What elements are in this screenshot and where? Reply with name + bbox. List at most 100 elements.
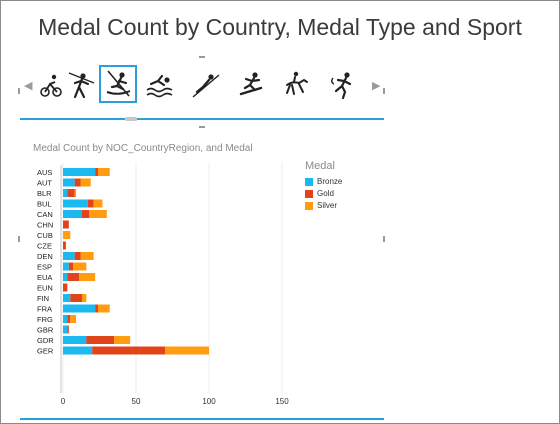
bar-silver-fra[interactable] (98, 304, 110, 313)
bar-gold-cze[interactable] (63, 241, 66, 250)
bar-silver-cub[interactable] (63, 231, 71, 239)
y-tick-label: AUS (37, 168, 52, 177)
sport-tile-running[interactable] (323, 66, 361, 104)
bar-gold-gdr[interactable] (86, 336, 115, 344)
bar-bronze-fra[interactable] (63, 304, 96, 313)
chart-bottom-divider (20, 418, 384, 420)
legend-item-gold[interactable]: Gold (305, 189, 334, 198)
equestrian-icon (286, 71, 308, 95)
bar-bronze-blr[interactable] (63, 189, 68, 197)
sport-tile-javelin[interactable] (62, 66, 100, 104)
sport-tile-canoeing[interactable] (99, 65, 137, 103)
bar-bronze-frg[interactable] (63, 315, 68, 323)
bar-gold-fin[interactable] (70, 294, 82, 302)
y-tick-label: CUB (37, 231, 53, 240)
legend-swatch-bronze (305, 177, 313, 186)
y-tick-label: FIN (37, 294, 49, 303)
bar-bronze-den[interactable] (63, 252, 75, 260)
bar-silver-aut[interactable] (80, 178, 91, 187)
bar-gold-fra[interactable] (95, 304, 99, 313)
sport-tile-swimming[interactable] (141, 66, 179, 104)
y-tick-label: GER (37, 347, 54, 356)
bar-gold-ger[interactable] (92, 346, 166, 355)
bar-silver-can[interactable] (89, 210, 107, 218)
bar-gold-aus[interactable] (95, 168, 99, 176)
bar-silver-blr[interactable] (74, 189, 77, 197)
chart-resize-handle-top[interactable] (199, 126, 205, 128)
sport-tile-snowboarding[interactable] (232, 66, 270, 104)
sport-tile-ski-jumping[interactable] (187, 66, 225, 104)
bar-bronze-aut[interactable] (63, 178, 75, 187)
bar-gold-bul[interactable] (87, 199, 94, 208)
y-tick-label: CHN (37, 221, 53, 230)
bar-bronze-gbr[interactable] (63, 325, 68, 334)
bar-bronze-aus[interactable] (63, 168, 96, 176)
y-tick-label: EUA (37, 273, 52, 282)
bar-silver-bul[interactable] (93, 199, 103, 208)
chart-resize-handle-right[interactable] (383, 236, 385, 242)
bar-gold-eua[interactable] (67, 273, 80, 281)
bar-gold-chn[interactable] (63, 220, 69, 229)
sport-tile-cycling[interactable] (32, 66, 70, 104)
y-tick-label: GDR (37, 336, 54, 345)
legend-swatch-gold (305, 189, 313, 198)
bar-gold-frg[interactable] (67, 315, 71, 323)
category-scrollbar[interactable] (60, 165, 62, 393)
bar-silver-fin[interactable] (81, 294, 87, 302)
legend-item-bronze[interactable]: Bronze (305, 177, 342, 186)
bar-bronze-can[interactable] (63, 210, 82, 218)
resize-handle-top[interactable] (199, 56, 205, 58)
bar-gold-esp[interactable] (68, 262, 74, 271)
y-tick-label: GBR (37, 326, 54, 335)
y-tick-label: BUL (37, 200, 52, 209)
x-tick-label: 100 (202, 397, 216, 406)
bar-gold-gbr[interactable] (67, 325, 69, 334)
chart-resize-handle-left[interactable] (18, 236, 20, 242)
y-tick-label: FRG (37, 315, 53, 324)
legend-item-silver[interactable]: Silver (305, 201, 337, 210)
sport-tile-equestrian[interactable] (278, 66, 316, 104)
bar-silver-aus[interactable] (98, 168, 110, 176)
resize-handle-left[interactable] (18, 88, 20, 94)
y-tick-label: BLR (37, 189, 52, 198)
canoeing-icon (106, 70, 131, 97)
bar-silver-gdr[interactable] (114, 336, 131, 344)
chart-title: Medal Count by NOC_CountryRegion, and Me… (33, 143, 253, 154)
tiles-next-arrow[interactable]: ▶ (372, 80, 381, 92)
tiles-previous-arrow[interactable]: ◀ (24, 80, 33, 92)
legend-title: Medal (305, 160, 335, 172)
bar-silver-ger[interactable] (165, 346, 209, 355)
y-tick-label: CAN (37, 210, 53, 219)
bar-gold-can[interactable] (81, 210, 90, 218)
swimming-icon (146, 74, 173, 98)
legend-label-silver: Silver (317, 201, 338, 210)
tile-scrollbar-thumb[interactable] (125, 117, 137, 121)
legend-label-gold: Gold (317, 189, 334, 198)
bar-bronze-fin[interactable] (63, 294, 71, 302)
x-tick-label: 150 (275, 397, 289, 406)
y-tick-label: FRA (37, 305, 52, 314)
bar-gold-den[interactable] (74, 252, 81, 260)
bar-gold-eun[interactable] (63, 283, 68, 292)
bar-bronze-ger[interactable] (63, 346, 93, 355)
bar-silver-den[interactable] (80, 252, 94, 260)
bar-silver-eua[interactable] (79, 273, 96, 281)
bar-silver-frg[interactable] (70, 315, 77, 323)
bar-bronze-gdr[interactable] (63, 336, 87, 344)
running-icon (331, 72, 352, 100)
x-tick-label: 0 (61, 397, 66, 406)
page-title: Medal Count by Country, Medal Type and S… (38, 14, 522, 40)
bar-bronze-esp[interactable] (63, 262, 69, 271)
snowboarding-icon (239, 72, 263, 96)
javelin-icon (68, 72, 95, 99)
bar-bronze-bul[interactable] (63, 199, 88, 208)
y-tick-label: AUT (37, 179, 52, 188)
bar-silver-esp[interactable] (73, 262, 87, 271)
bar-gold-aut[interactable] (74, 178, 81, 187)
resize-handle-right[interactable] (383, 88, 385, 94)
bar-bronze-eua[interactable] (63, 273, 68, 281)
bar-gold-blr[interactable] (67, 189, 75, 197)
legend-label-bronze: Bronze (317, 177, 343, 186)
y-tick-label: ESP (37, 263, 52, 272)
